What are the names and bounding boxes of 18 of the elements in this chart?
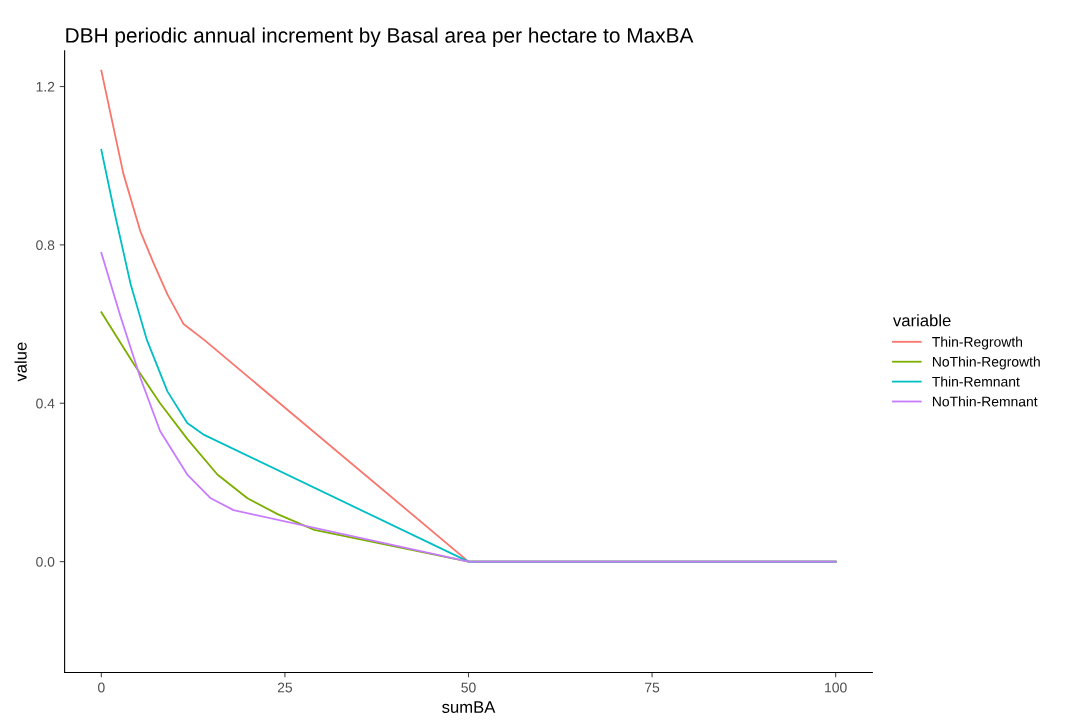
legend-label: NoThin-Remnant [932, 396, 1038, 407]
y-tick-label: 1.2 [36, 81, 55, 92]
x-tick-label: 25 [277, 682, 293, 693]
y-axis-title: value [14, 342, 27, 382]
legend-label: Thin-Regrowth [932, 336, 1023, 350]
x-tick-label: 100 [825, 682, 847, 693]
y-tick-label: 0.4 [36, 398, 55, 409]
legend-label: Thin-Remnant [932, 376, 1020, 387]
legend-title: variable [893, 314, 951, 327]
y-tick-label: 0.0 [36, 556, 55, 567]
x-axis-title: sumBA [442, 701, 496, 713]
line-series [100, 251, 837, 563]
x-tick-label: 0 [98, 682, 105, 693]
x-tick-label: 75 [645, 682, 660, 693]
y-tick-label: 0.8 [36, 240, 55, 251]
x-tick-label: 50 [461, 682, 476, 693]
chart-title: DBH periodic annual increment by Basal area per hectare to MaxBA [66, 27, 694, 47]
legend-label: NoThin-Regrowth [932, 356, 1040, 370]
